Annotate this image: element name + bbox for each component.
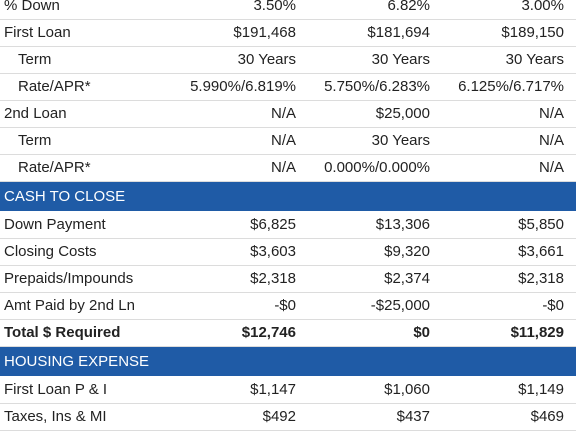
row-label: 2nd Loan [4, 105, 67, 122]
cell-value: -$0 [542, 297, 564, 314]
cell-value: $2,318 [518, 270, 564, 287]
table-row: 2nd Loan N/A $25,000 N/A [0, 101, 576, 128]
row-label: Rate/APR* [18, 78, 91, 95]
cell-value: $12,746 [241, 324, 296, 341]
table-row: Rate/APR* N/A 0.000%/0.000% N/A [0, 155, 576, 182]
table-row: First Loan $191,468 $181,694 $189,150 [0, 20, 576, 47]
table-row: Rate/APR* 5.990%/6.819% 5.750%/6.283% 6.125… [0, 74, 576, 101]
row-label: Term [18, 132, 52, 149]
section-header: CASH TO CLOSE [0, 182, 576, 211]
cell-value: 30 Years [371, 51, 430, 68]
cell-value: 3.00% [521, 0, 564, 14]
cell-value: $189,150 [501, 24, 564, 41]
row-label: Amt Paid by 2nd Ln [4, 297, 135, 314]
cell-value: 30 Years [505, 51, 564, 68]
cell-value: 30 Years [371, 132, 430, 149]
table-row: Term 30 Years 30 Years 30 Years [0, 47, 576, 74]
row-label: Total $ Required [4, 324, 121, 341]
cell-value: N/A [538, 105, 564, 122]
cell-value: $11,829 [510, 324, 564, 341]
row-label: Prepaids/Impounds [4, 270, 134, 287]
cell-value: $191,468 [233, 24, 296, 41]
row-label: Rate/APR* [18, 159, 91, 176]
table-row: Closing Costs $3,603 $9,320 $3,661 [0, 239, 576, 266]
row-label: % Down [4, 0, 60, 14]
cell-value: $181,694 [367, 24, 430, 41]
table-row: Taxes, Ins & MI $492 $437 $469 [0, 404, 576, 431]
cell-value: $2,318 [250, 270, 296, 287]
cell-value: $1,149 [518, 381, 564, 398]
table-row: Term N/A 30 Years N/A [0, 128, 576, 155]
cell-value: $3,661 [518, 243, 564, 260]
cell-value: $3,603 [250, 243, 296, 260]
row-label: Down Payment [4, 216, 106, 233]
cell-value: 3.50% [253, 0, 296, 14]
cell-value: $437 [396, 408, 430, 425]
table-row: Down Payment $6,825 $13,306 $5,850 [0, 212, 576, 239]
cell-value: $1,060 [384, 381, 430, 398]
section-title: HOUSING EXPENSE [4, 353, 150, 370]
table-row: Prepaids/Impounds $2,318 $2,374 $2,318 [0, 266, 576, 293]
cell-value: $492 [262, 408, 296, 425]
cell-value: -$25,000 [370, 297, 430, 314]
cell-value: -$0 [274, 297, 296, 314]
table-row: % Down 3.50% 6.82% 3.00% [0, 0, 576, 20]
cell-value: $469 [530, 408, 564, 425]
row-label: Closing Costs [4, 243, 97, 260]
table-row: Total $ Required $12,746 $0 $11,829 [0, 320, 576, 347]
cell-value: N/A [270, 105, 296, 122]
row-label: First Loan [4, 24, 71, 41]
cell-value: 5.990%/6.819% [190, 78, 296, 95]
cell-value: 0.000%/0.000% [324, 159, 430, 176]
cell-value: 5.750%/6.283% [324, 78, 430, 95]
section-header: HOUSING EXPENSE [0, 347, 576, 376]
row-label: Term [18, 51, 52, 68]
cell-value: N/A [538, 132, 564, 149]
cell-value: N/A [538, 159, 564, 176]
row-label: First Loan P & I [4, 381, 108, 398]
cell-value: 6.125%/6.717% [458, 78, 564, 95]
cell-value: $0 [413, 324, 430, 341]
cell-value: 6.82% [387, 0, 430, 14]
cell-value: $13,306 [375, 216, 430, 233]
table-row: Amt Paid by 2nd Ln -$0 -$25,000 -$0 [0, 293, 576, 320]
cell-value: $1,147 [250, 381, 296, 398]
row-label: Taxes, Ins & MI [4, 408, 107, 425]
cell-value: N/A [270, 159, 296, 176]
cell-value: N/A [270, 132, 296, 149]
cell-value: $5,850 [518, 216, 564, 233]
table-row: First Loan P & I $1,147 $1,060 $1,149 [0, 377, 576, 404]
cell-value: 30 Years [237, 51, 296, 68]
section-title: CASH TO CLOSE [4, 188, 126, 205]
cell-value: $9,320 [384, 243, 430, 260]
cell-value: $6,825 [250, 216, 296, 233]
cell-value: $2,374 [384, 270, 430, 287]
cell-value: $25,000 [375, 105, 430, 122]
